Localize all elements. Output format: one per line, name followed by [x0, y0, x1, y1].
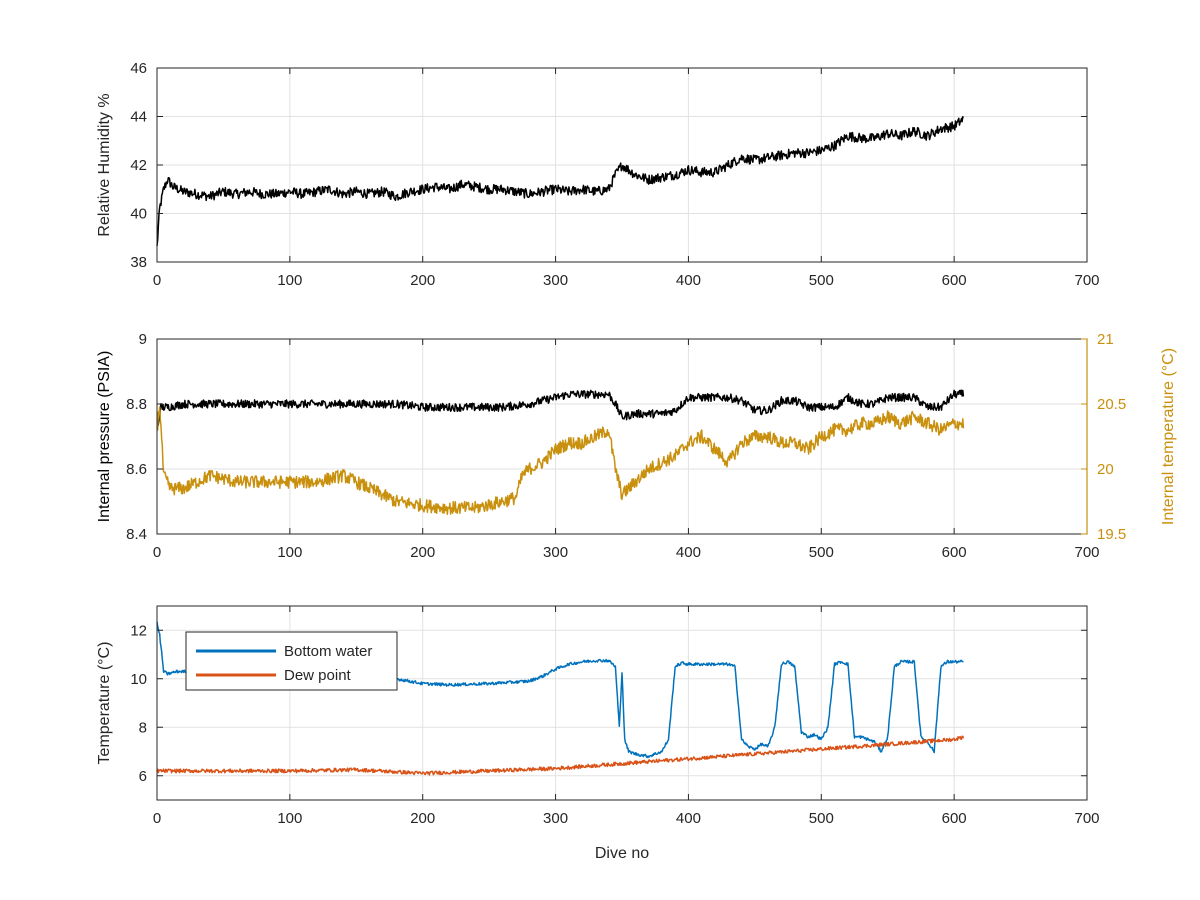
y-tick-label: 10 [130, 671, 147, 688]
x-tick-label: 0 [153, 272, 161, 289]
water-temperature-subplot: 0 100 200 300 400 500 600 700 6 8 10 12 Temperature … [96, 605, 1100, 862]
legend-label: Bottom water [284, 643, 372, 660]
right-y-tick-label: 19.5 [1097, 526, 1126, 543]
y-tick-label: 8.8 [126, 396, 147, 413]
x-tick-label: 600 [942, 810, 967, 827]
y-tick-label: 42 [130, 157, 147, 174]
x-tick-label: 700 [1074, 810, 1099, 827]
y-tick-label: 44 [130, 109, 147, 126]
series-line [156, 735, 965, 776]
right-y-tick-label: 20.5 [1097, 396, 1126, 413]
x-tick-label: 100 [277, 544, 302, 561]
y-axis-label: Relative Humidity % [96, 93, 113, 236]
legend-label: Dew point [284, 667, 352, 684]
x-tick-label: 0 [153, 544, 161, 561]
x-tick-label: 500 [809, 810, 834, 827]
x-tick-label: 200 [410, 544, 435, 561]
x-tick-label: 0 [153, 810, 161, 827]
series-line [156, 116, 965, 246]
x-tick-label: 600 [942, 544, 967, 561]
right-y-tick-label: 21 [1097, 331, 1114, 348]
legend-box [185, 631, 398, 691]
x-axis-label: Dive no [595, 845, 649, 862]
y-tick-label: 12 [130, 622, 147, 639]
y-tick-label: 9 [139, 331, 147, 348]
y-tick-label: 8.6 [126, 461, 147, 478]
x-tick-label: 300 [543, 544, 568, 561]
y-tick-label: 8.4 [126, 526, 147, 543]
y-tick-label: 40 [130, 206, 147, 223]
x-tick-label: 400 [676, 272, 701, 289]
axes-box [156, 338, 1088, 535]
x-tick-label: 300 [543, 810, 568, 827]
x-tick-label: 700 [1074, 272, 1099, 289]
right-y-axis-label: Internal temperature (°C) [1160, 348, 1177, 525]
right-y-tick-label: 20 [1097, 461, 1114, 478]
x-tick-label: 200 [410, 272, 435, 289]
x-tick-label: 400 [676, 810, 701, 827]
x-tick-label: 700 [1074, 544, 1099, 561]
y-axis-label: Internal pressure (PSIA) [96, 351, 113, 523]
x-tick-label: 100 [277, 810, 302, 827]
x-tick-label: 500 [809, 272, 834, 289]
x-tick-label: 200 [410, 810, 435, 827]
y-tick-label: 46 [130, 60, 147, 77]
x-tick-label: 600 [942, 272, 967, 289]
y-axis-label: Temperature (°C) [96, 642, 113, 765]
x-tick-label: 100 [277, 272, 302, 289]
series-line [156, 406, 965, 516]
x-tick-label: 400 [676, 544, 701, 561]
legend: Bottom water Dew point [185, 631, 398, 691]
y-tick-label: 6 [139, 768, 147, 785]
y-tick-label: 8 [139, 719, 147, 736]
x-tick-label: 300 [543, 272, 568, 289]
humidity-subplot: 0 100 200 300 400 500 600 700 38 40 42 44 46 Relative… [96, 60, 1100, 289]
series-line [156, 389, 965, 429]
pressure-temperature-subplot: 0 100 200 300 400 500 600 700 8.4 8.6 8.8 9 19.5 20 20… [96, 331, 1177, 561]
y-tick-label: 38 [130, 254, 147, 271]
x-tick-label: 500 [809, 544, 834, 561]
axes-box [156, 605, 1088, 801]
